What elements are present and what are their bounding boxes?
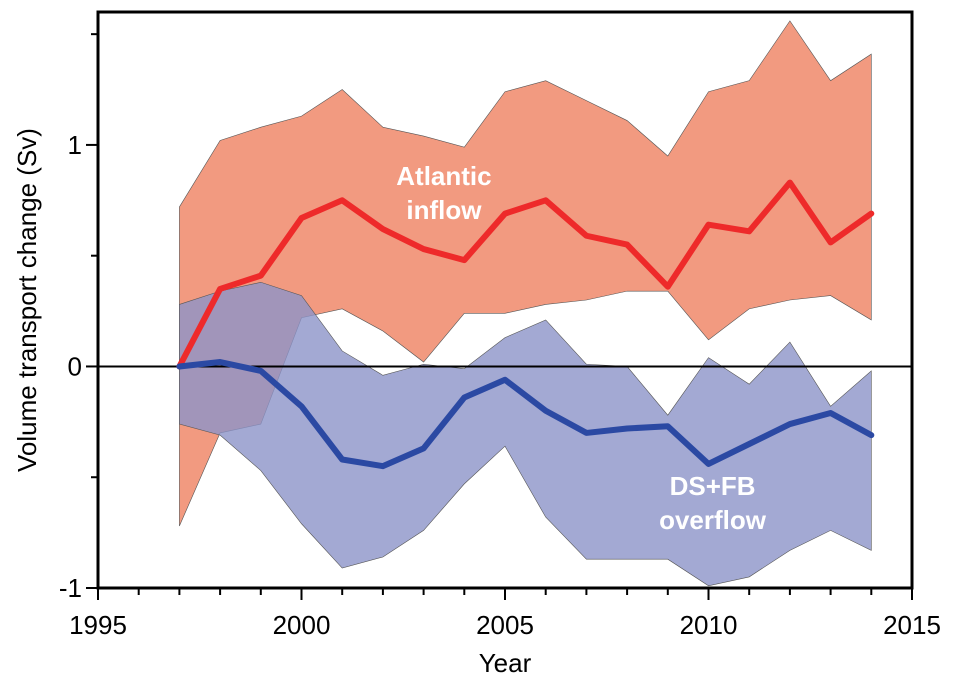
x-tick-label: 2010 xyxy=(680,610,738,640)
annotation-atlantic-inflow: Atlantic inflow xyxy=(396,161,491,225)
band-ds-fb-overflow xyxy=(179,281,872,587)
x-tick-label: 1995 xyxy=(69,610,127,640)
y-axis-title: Volume transport change (Sv) xyxy=(12,128,42,472)
band-atlantic-inflow xyxy=(179,20,872,527)
annotation-line: inflow xyxy=(406,195,482,225)
x-tick-label: 2005 xyxy=(476,610,534,640)
annotation-line: Atlantic xyxy=(396,161,491,191)
annotation-ds-fb-overflow: DS+FB overflow xyxy=(659,471,767,535)
y-tick-label: -1 xyxy=(59,573,82,603)
line-ds-fb-overflow xyxy=(176,359,875,470)
annotations: Atlantic inflow DS+FB overflow xyxy=(396,161,767,535)
y-tick-label: 0 xyxy=(68,351,82,381)
series-lines xyxy=(176,179,875,470)
annotation-line: overflow xyxy=(659,505,767,535)
y-tick-label: 1 xyxy=(68,130,82,160)
y-axis-ticks: -1 0 1 xyxy=(59,33,98,603)
line-atlantic-inflow xyxy=(176,179,875,370)
annotation-line: DS+FB xyxy=(670,471,756,501)
x-axis-ticks: 1995 2000 2005 2010 2015 xyxy=(69,588,941,640)
x-axis-title: Year xyxy=(479,648,532,678)
x-tick-label: 2015 xyxy=(883,610,941,640)
x-tick-label: 2000 xyxy=(273,610,331,640)
confidence-bands xyxy=(179,20,872,587)
